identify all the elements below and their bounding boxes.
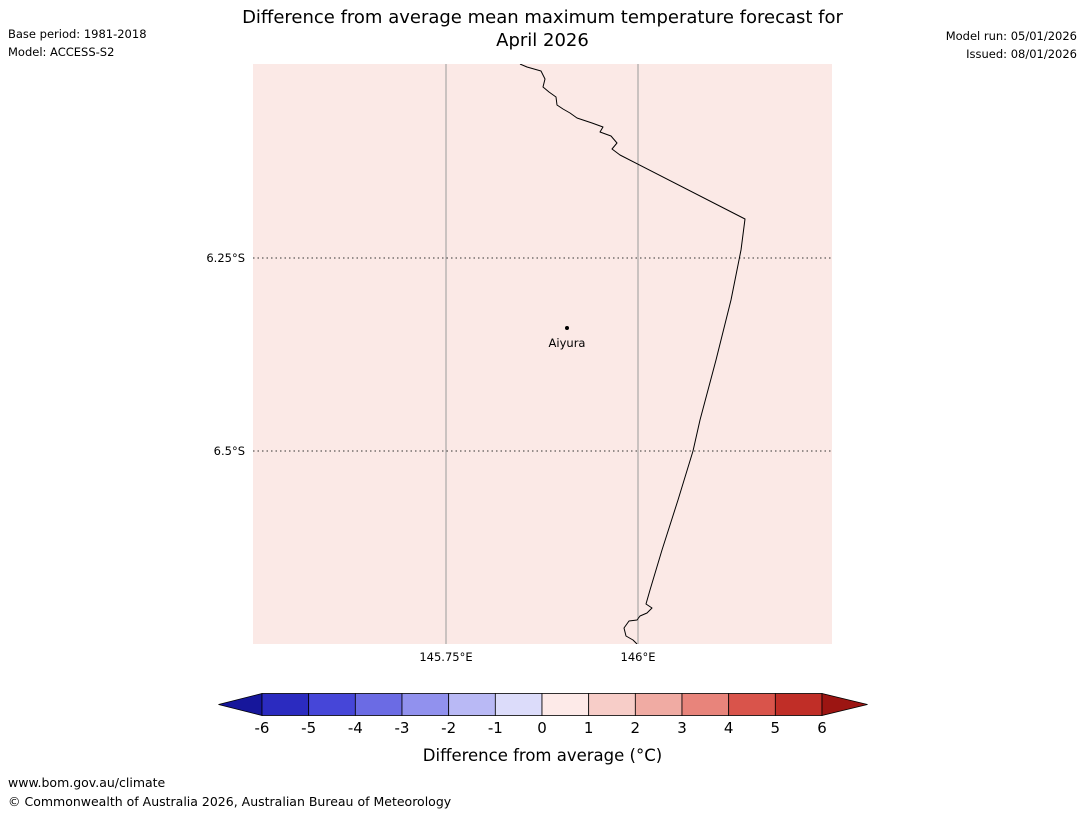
lat-label-6-5s: 6.5°S xyxy=(213,444,245,458)
colorbar-tick: -5 xyxy=(301,719,317,737)
title-line-2: April 2026 xyxy=(496,30,589,51)
colorbar-segment xyxy=(354,693,403,716)
colorbar-segment xyxy=(401,693,450,716)
colorbar-tick: 2 xyxy=(630,719,641,737)
forecast-map: Aiyura xyxy=(253,64,832,644)
map-overlay xyxy=(253,64,832,644)
title-line-1: Difference from average mean maximum tem… xyxy=(242,7,843,28)
metadata-right: Model run: 05/01/2026 Issued: 08/01/2026 xyxy=(946,27,1077,63)
model-text: Model: ACCESS-S2 xyxy=(8,45,115,59)
colorbar-tick: -4 xyxy=(347,719,363,737)
issued-text: Issued: 08/01/2026 xyxy=(966,47,1077,61)
colorbar-tick: 5 xyxy=(770,719,781,737)
footer-url: www.bom.gov.au/climate xyxy=(8,775,166,790)
colorbar-tick-labels: -6 -5 -4 -3 -2 -1 0 1 2 3 4 5 6 xyxy=(255,719,827,737)
colorbar-left-arrow xyxy=(218,692,263,717)
colorbar-axis-label: Difference from average (°C) xyxy=(422,746,663,765)
coastline-path xyxy=(519,64,746,644)
colorbar-tick: 4 xyxy=(723,719,734,737)
colorbar-tick: -3 xyxy=(394,719,410,737)
lon-label-145-75e: 145.75°E xyxy=(419,650,473,664)
colorbar-segment xyxy=(681,693,730,716)
colorbar-segment xyxy=(774,693,823,716)
colorbar-tick: 3 xyxy=(677,719,687,737)
station-label: Aiyura xyxy=(548,336,586,350)
model-run-text: Model run: 05/01/2026 xyxy=(945,29,1077,43)
colorbar-tick: 6 xyxy=(817,719,827,737)
colorbar-tick: 1 xyxy=(583,719,594,737)
lon-label-146e: 146°E xyxy=(620,650,656,664)
footer-copyright: © Commonwealth of Australia 2026, Austra… xyxy=(8,794,452,809)
colorbar-tick: -6 xyxy=(254,719,270,737)
colorbar-svg xyxy=(218,692,868,717)
station-marker-dot xyxy=(565,326,569,330)
base-period-text: Base period: 1981-2018 xyxy=(8,27,147,41)
colorbar-segment xyxy=(448,693,496,716)
colorbar-tick: 0 xyxy=(537,719,547,737)
colorbar-segment xyxy=(308,693,356,716)
colorbar xyxy=(218,692,868,717)
colorbar-segment xyxy=(728,693,776,716)
colorbar-segment xyxy=(494,693,543,716)
colorbar-segment xyxy=(261,693,310,716)
colorbar-segment xyxy=(634,693,683,716)
colorbar-tick: -2 xyxy=(441,719,457,737)
lat-label-6-25s: 6.25°S xyxy=(206,251,245,265)
metadata-left: Base period: 1981-2018 Model: ACCESS-S2 xyxy=(8,25,147,61)
colorbar-segment xyxy=(588,693,636,716)
colorbar-tick: -1 xyxy=(487,719,503,737)
colorbar-right-arrow xyxy=(821,692,868,717)
colorbar-segment xyxy=(541,693,590,716)
page-title: Difference from average mean maximum tem… xyxy=(0,6,1085,52)
